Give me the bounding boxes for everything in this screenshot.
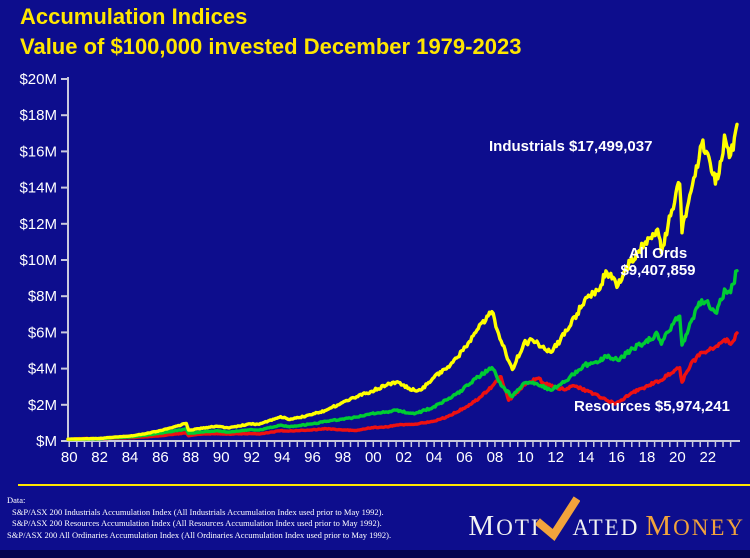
x-tick-label: 86 <box>152 449 169 466</box>
x-tick-label: 22 <box>699 449 716 466</box>
footnote-line: S&P/ASX 200 Industrials Accumulation Ind… <box>12 506 384 517</box>
y-tick-label: $16M <box>19 143 57 160</box>
bottom-strip <box>0 550 750 558</box>
series-line-industrials <box>66 122 739 441</box>
x-tick-label: 92 <box>243 449 260 466</box>
y-tick-label: $10M <box>19 252 57 269</box>
all-ords-line-label: All Ords $9,407,859 <box>610 245 706 279</box>
data-source-footnote: Data: S&P/ASX 200 Industrials Accumulati… <box>7 495 391 541</box>
y-tick-label: $12M <box>19 216 57 233</box>
chart-title: Accumulation Indices <box>20 4 248 29</box>
x-tick-label: 98 <box>335 449 352 466</box>
x-tick-label: 08 <box>487 449 504 466</box>
chart-title-block: Accumulation Indices Value of $100,000 i… <box>20 2 521 62</box>
y-tick-label: $M <box>36 433 57 450</box>
footnote-line: S&P/ASX 200 All Ordinaries Accumulation … <box>7 529 392 540</box>
all-ords-label-value: $9,407,859 <box>620 262 696 279</box>
industrials-line-label: Industrials $17,499,037 <box>489 138 653 155</box>
x-tick-label: 84 <box>122 449 139 466</box>
y-tick-label: $8M <box>28 288 57 305</box>
y-tick-label: $2M <box>28 397 57 414</box>
motivated-money-logo: MOTI ATED MONEY <box>468 494 745 548</box>
y-tick-label: $18M <box>19 107 57 124</box>
x-tick-label: 18 <box>639 449 656 466</box>
x-tick-label: 02 <box>395 449 412 466</box>
resources-line-label: Resources $5,974,241 <box>574 398 730 415</box>
x-tick-label: 80 <box>61 449 78 466</box>
series-line-all-ords <box>66 269 739 441</box>
footnote-heading: Data: <box>7 495 26 505</box>
checkmark-icon <box>535 496 580 541</box>
y-tick-label: $14M <box>19 180 57 197</box>
x-tick-label: 00 <box>365 449 382 466</box>
x-tick-label: 90 <box>213 449 230 466</box>
y-tick-label: $6M <box>28 324 57 341</box>
x-tick-label: 10 <box>517 449 534 466</box>
all-ords-label-name: All Ords <box>628 245 688 262</box>
x-tick-label: 88 <box>183 449 200 466</box>
x-tick-label: 12 <box>547 449 564 466</box>
x-tick-label: 82 <box>91 449 108 466</box>
x-tick-label: 96 <box>304 449 321 466</box>
logo-text-money: MONEY <box>645 510 745 542</box>
footnote-line: S&P/ASX 200 Resources Accumulation Index… <box>12 518 382 528</box>
y-tick-label: $4M <box>28 361 57 378</box>
x-tick-label: 14 <box>578 449 595 466</box>
x-tick-label: 04 <box>426 449 443 466</box>
footer-divider-line <box>18 484 750 486</box>
x-tick-label: 20 <box>669 449 686 466</box>
logo-text-ated: ATED <box>572 515 640 540</box>
x-tick-label: 16 <box>608 449 625 466</box>
y-tick-label: $20M <box>19 71 57 88</box>
x-tick-label: 94 <box>274 449 291 466</box>
chart-subtitle: Value of $100,000 invested December 1979… <box>20 34 522 59</box>
series-line-resources <box>66 331 739 441</box>
logo-text-moti: MOTI <box>468 510 541 542</box>
x-tick-label: 06 <box>456 449 473 466</box>
